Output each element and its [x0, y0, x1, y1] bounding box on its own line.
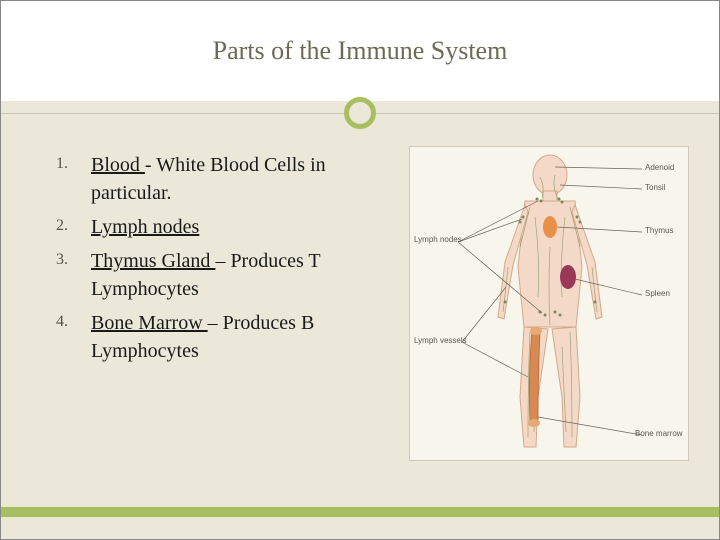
diagram-label: Thymus: [645, 226, 673, 235]
list-item: 4. Bone Marrow – Produces B Lymphocytes: [56, 309, 406, 365]
list-content: 1. Blood - White Blood Cells in particul…: [56, 151, 406, 371]
list-text: Lymph nodes: [91, 213, 199, 241]
list-text: Bone Marrow – Produces B Lymphocytes: [91, 309, 406, 365]
page-title: Parts of the Immune System: [213, 36, 508, 66]
diagram-label: Adenoid: [645, 163, 674, 172]
list-text: Thymus Gland – Produces T Lymphocytes: [91, 247, 406, 303]
slide: Parts of the Immune System 1. Blood - Wh…: [0, 0, 720, 540]
diagram-label: Lymph nodes: [414, 235, 462, 244]
list-number: 4.: [56, 309, 91, 331]
title-area: Parts of the Immune System: [1, 1, 719, 101]
list-item: 3. Thymus Gland – Produces T Lymphocytes: [56, 247, 406, 303]
list-number: 2.: [56, 213, 91, 235]
anatomy-diagram: Lymph nodes Lymph vessels Adenoid Tonsil…: [409, 146, 689, 461]
circle-accent-icon: [344, 97, 376, 129]
list-item: 1. Blood - White Blood Cells in particul…: [56, 151, 406, 207]
body-svg: [410, 147, 690, 462]
list-number: 3.: [56, 247, 91, 269]
diagram-label: Tonsil: [645, 183, 665, 192]
diagram-label: Lymph vessels: [414, 336, 467, 345]
diagram-label: Bone marrow: [635, 429, 683, 438]
accent-bar: [1, 507, 719, 517]
list-item: 2. Lymph nodes: [56, 213, 406, 241]
list-text: Blood - White Blood Cells in particular.: [91, 151, 406, 207]
list-number: 1.: [56, 151, 91, 173]
diagram-label: Spleen: [645, 289, 670, 298]
